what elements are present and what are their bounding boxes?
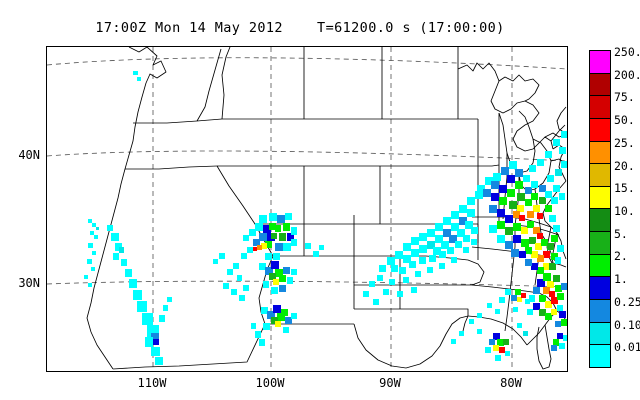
colorbar-tick-label: 0.01 <box>614 340 640 355</box>
map-geography-and-precipitation <box>47 47 567 371</box>
x-tick-label: 80W <box>500 376 522 390</box>
colorbar-segment <box>590 300 610 323</box>
map-plot-area[interactable] <box>46 46 568 372</box>
colorbar-tick-label: 15. <box>614 181 635 196</box>
colorbar-tick-label: 0.25 <box>614 294 640 309</box>
colorbar-segment <box>590 254 610 278</box>
colorbar-segment <box>590 73 610 97</box>
map-canvas <box>47 47 567 371</box>
colorbar-tick-label: 5. <box>614 226 628 241</box>
colorbar-segment <box>590 118 610 142</box>
y-tick-label: 40N <box>18 148 40 162</box>
colorbar-segment <box>590 345 610 367</box>
colorbar-tick-label: 1. <box>614 272 628 287</box>
colorbar-tick-label: 250. <box>614 45 640 59</box>
x-tick-label: 110W <box>137 376 167 390</box>
y-tick-label: 30N <box>18 276 40 290</box>
colorbar-tick-label: 2. <box>614 249 628 264</box>
colorbar-segment <box>590 277 610 301</box>
colorbar-tick-label: 200. <box>614 67 640 82</box>
x-tick-label: 100W <box>255 376 285 390</box>
colorbar-tick-label: 10. <box>614 204 635 218</box>
colorbar-segment <box>590 164 610 187</box>
colorbar-segment <box>590 141 610 165</box>
colorbar-segment <box>590 209 610 233</box>
colorbar-segment <box>590 96 610 119</box>
colorbar <box>589 50 611 368</box>
x-tick-label: 90W <box>379 376 401 390</box>
colorbar-tick-label: 20. <box>614 158 635 173</box>
figure-title: 17:00Z Mon 14 May 2012 T=61200.0 s (17:0… <box>95 20 505 36</box>
colorbar-tick-label: 75. <box>614 90 635 105</box>
colorbar-segment <box>590 186 610 210</box>
colorbar-tick-label: 25. <box>614 135 635 150</box>
colorbar-segment <box>590 232 610 255</box>
colorbar-tick-label: 0.10 <box>614 317 640 332</box>
colorbar-tick-label: 50. <box>614 113 635 128</box>
colorbar-segment <box>590 51 610 74</box>
colorbar-segment <box>590 322 610 346</box>
